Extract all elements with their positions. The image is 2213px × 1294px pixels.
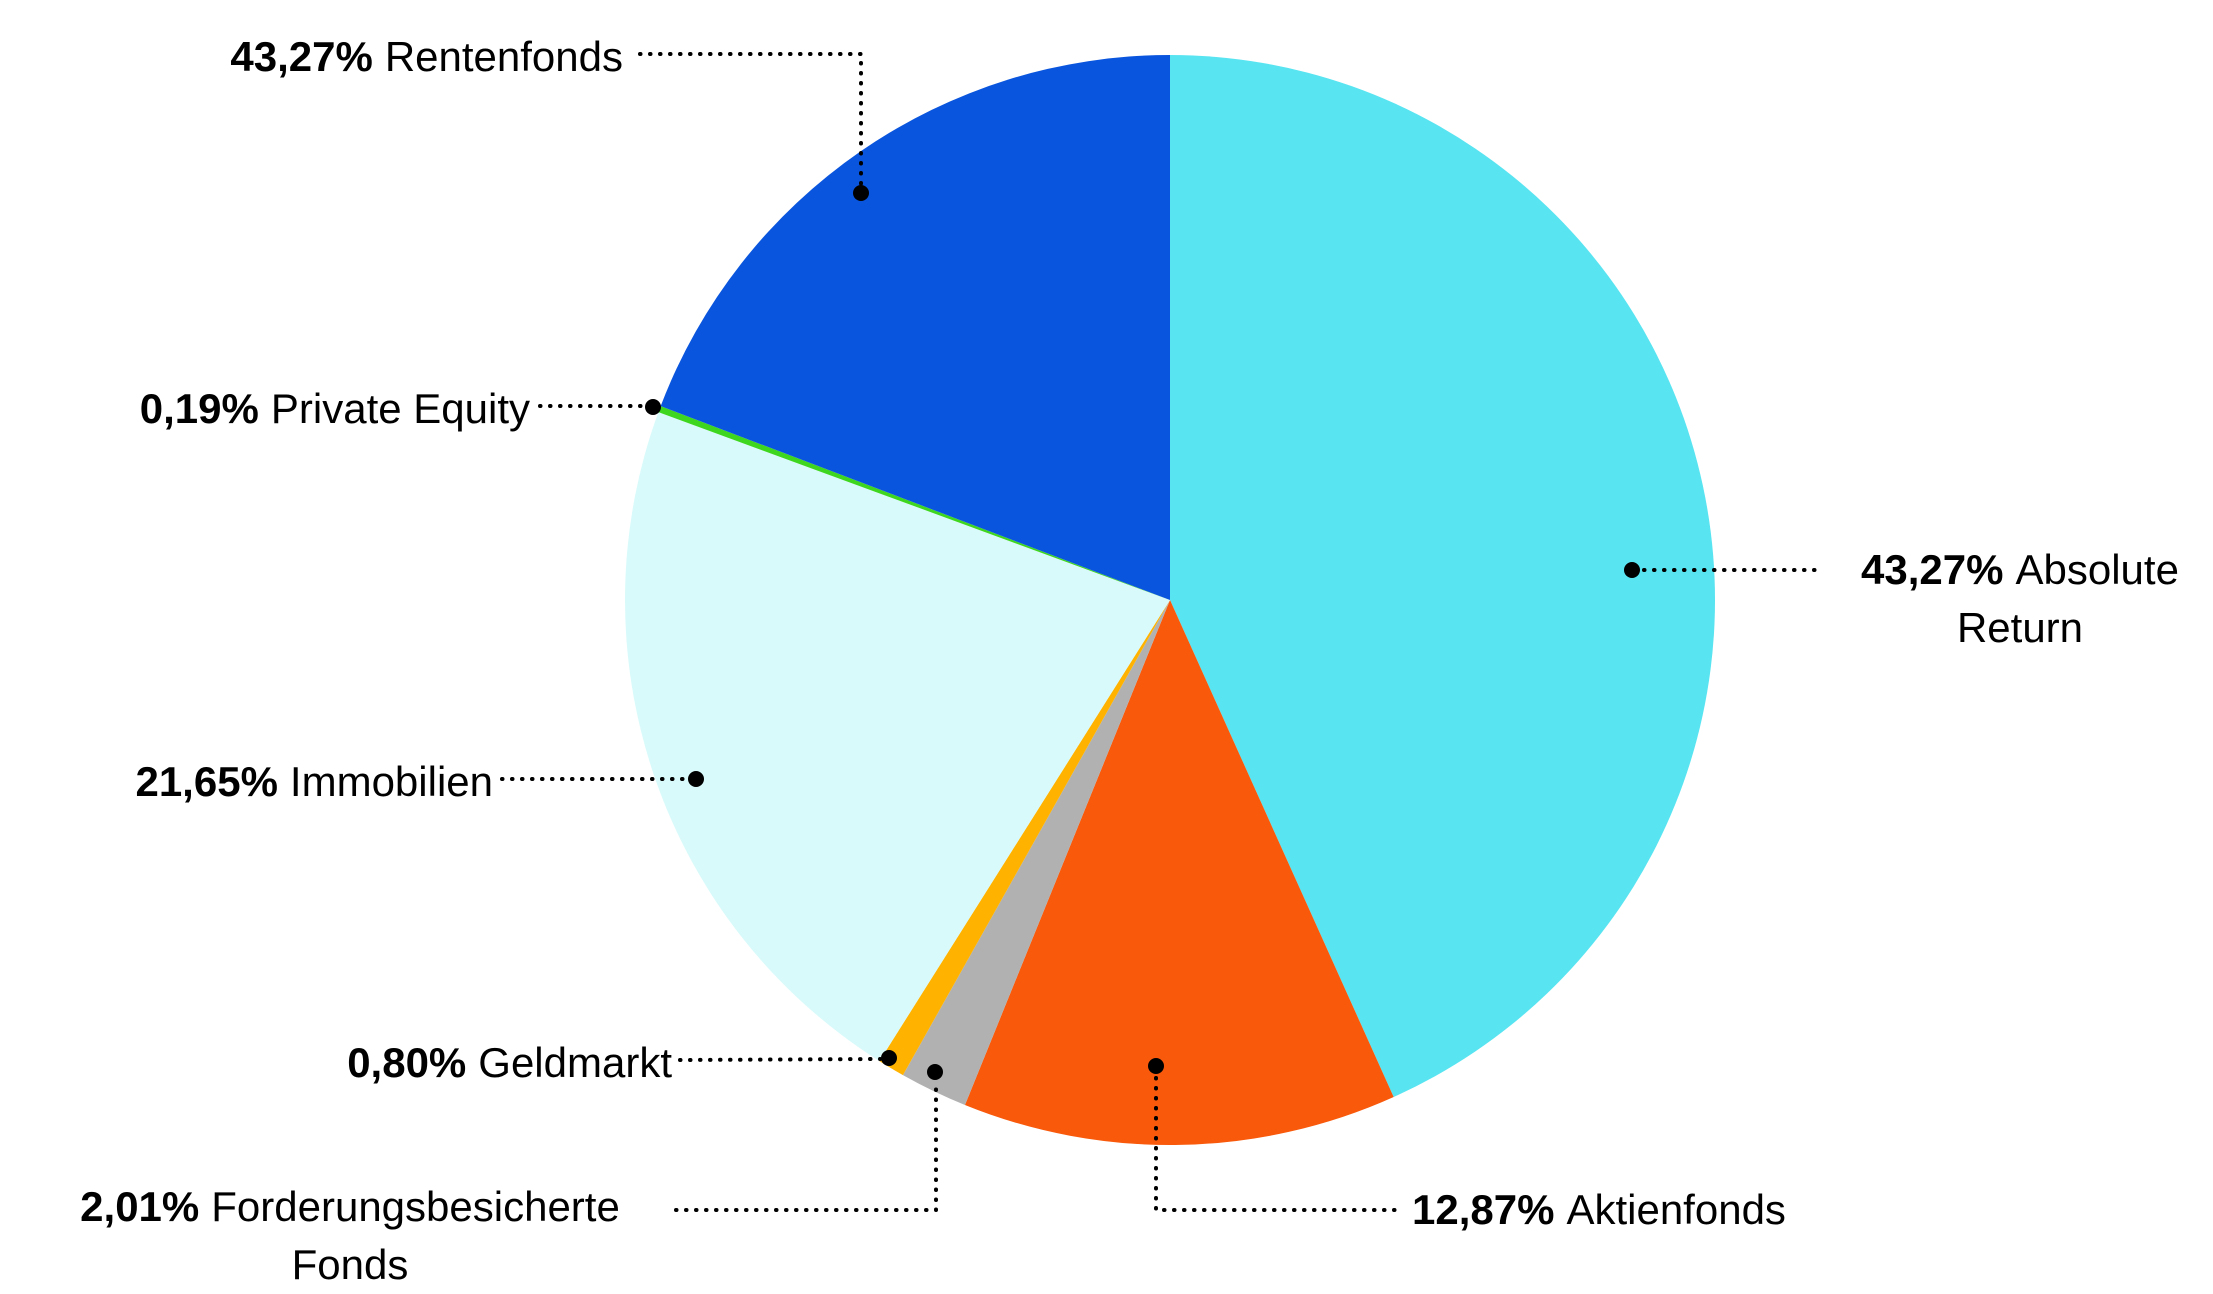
pie-slice-forderungsbesicherte-fonds — [902, 600, 1170, 1105]
leader-dot-private-equity — [645, 399, 661, 415]
pie-slice-absolute-return — [1170, 55, 1716, 1097]
leader-line-forderungsbesicherte-fonds — [674, 1082, 938, 1212]
label-geldmarkt-name: Geldmarkt — [478, 1039, 672, 1086]
leader-dot-aktienfonds — [1148, 1058, 1164, 1074]
label-forderungsbesicherte-fonds-pct: 2,01% — [80, 1183, 200, 1230]
leader-line-aktienfonds — [1154, 1076, 1406, 1212]
leader-line-geldmarkt — [678, 1057, 882, 1062]
leader-dot-immobilien — [688, 771, 704, 787]
leader-lines-group — [500, 52, 1822, 1212]
label-private-equity: 0,19% Private Equity — [60, 380, 530, 438]
label-aktienfonds: 12,87% Aktienfonds — [1412, 1181, 1932, 1239]
leader-dot-geldmarkt — [881, 1050, 897, 1066]
label-rentenfonds-name: Rentenfonds — [384, 33, 623, 80]
label-immobilien: 21,65% Immobilien — [63, 753, 493, 811]
label-aktienfonds-name: Aktienfonds — [1566, 1186, 1786, 1233]
pie-slices-group — [625, 55, 1716, 1146]
label-private-equity-pct: 0,19% — [139, 385, 259, 432]
label-geldmarkt-pct: 0,80% — [347, 1039, 467, 1086]
leader-dot-forderungsbesicherte-fonds — [927, 1064, 943, 1080]
pie-slice-rentenfonds — [660, 55, 1170, 600]
label-aktienfonds-pct: 12,87% — [1412, 1186, 1555, 1233]
label-absolute-return: 43,27% Absolute Return — [1828, 541, 2212, 657]
pie-slice-private-equity — [658, 406, 1170, 600]
label-forderungsbesicherte-fonds: 2,01% Forderungsbesicherte Fonds — [34, 1178, 666, 1294]
label-geldmarkt: 0,80% Geldmarkt — [282, 1034, 672, 1092]
label-immobilien-pct: 21,65% — [135, 758, 278, 805]
leader-line-rentenfonds — [638, 52, 863, 187]
label-absolute-return-pct: 43,27% — [1861, 546, 2004, 593]
label-forderungsbesicherte-fonds-name: Forderungsbesicherte Fonds — [211, 1183, 620, 1288]
pie-slice-immobilien — [625, 412, 1170, 1062]
label-absolute-return-name: Absolute Return — [1956, 546, 2179, 651]
label-rentenfonds: 43,27% Rentenfonds — [143, 28, 623, 86]
leader-dot-absolute-return — [1624, 562, 1640, 578]
label-immobilien-name: Immobilien — [289, 758, 493, 805]
pie-slice-geldmarkt — [879, 600, 1170, 1076]
leader-dot-rentenfonds — [853, 185, 869, 201]
label-private-equity-name: Private Equity — [270, 385, 530, 432]
pie-slice-aktienfonds — [964, 600, 1394, 1146]
label-rentenfonds-pct: 43,27% — [230, 33, 373, 80]
